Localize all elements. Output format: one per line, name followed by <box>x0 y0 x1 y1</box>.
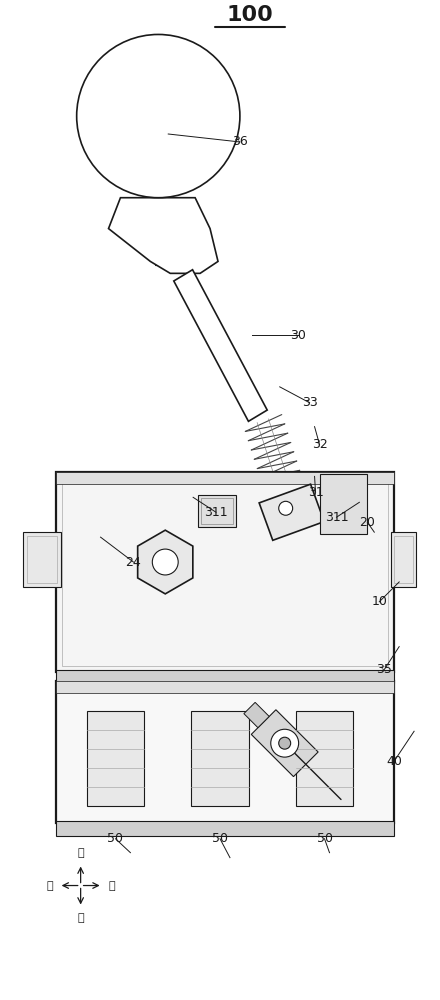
Text: 35: 35 <box>376 663 392 676</box>
Circle shape <box>271 729 299 757</box>
Circle shape <box>279 737 291 749</box>
Circle shape <box>77 34 240 198</box>
Bar <box>56 681 394 693</box>
Text: 311: 311 <box>325 511 348 524</box>
Polygon shape <box>251 710 318 777</box>
Polygon shape <box>198 495 236 527</box>
Bar <box>56 472 394 672</box>
Bar <box>56 472 394 484</box>
Text: 36: 36 <box>232 135 248 148</box>
Bar <box>27 536 57 583</box>
Text: 100: 100 <box>227 5 273 25</box>
Polygon shape <box>174 270 267 421</box>
Circle shape <box>152 549 178 575</box>
Bar <box>87 711 144 806</box>
Bar <box>56 821 394 836</box>
Polygon shape <box>109 198 218 273</box>
Bar <box>201 498 233 524</box>
Text: 32: 32 <box>312 438 327 451</box>
Text: 311: 311 <box>204 506 228 519</box>
Polygon shape <box>23 532 61 587</box>
Bar <box>56 670 394 683</box>
Text: 右: 右 <box>109 881 115 891</box>
Polygon shape <box>244 702 269 728</box>
Text: 40: 40 <box>386 755 402 768</box>
Text: 33: 33 <box>302 396 318 409</box>
Bar <box>394 536 413 583</box>
Text: 50: 50 <box>316 832 333 845</box>
Bar <box>56 681 394 823</box>
Circle shape <box>279 501 293 515</box>
Text: 24: 24 <box>125 556 141 569</box>
Bar <box>62 478 388 666</box>
Text: 左: 左 <box>46 881 53 891</box>
Text: 30: 30 <box>290 329 305 342</box>
Text: 31: 31 <box>308 486 323 499</box>
Polygon shape <box>259 484 324 540</box>
Polygon shape <box>138 530 193 594</box>
Text: 50: 50 <box>212 832 228 845</box>
Polygon shape <box>391 532 416 587</box>
Bar <box>191 711 249 806</box>
Text: 上: 上 <box>77 848 84 858</box>
Text: 10: 10 <box>371 595 387 608</box>
Bar <box>296 711 353 806</box>
Text: 20: 20 <box>359 516 375 529</box>
Polygon shape <box>319 474 367 534</box>
Text: 50: 50 <box>107 832 124 845</box>
Text: 下: 下 <box>77 913 84 923</box>
